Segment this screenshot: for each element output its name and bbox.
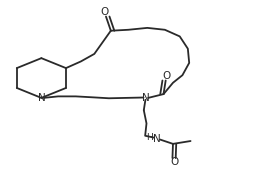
Text: O: O — [162, 71, 170, 81]
Text: N: N — [142, 93, 150, 103]
Text: N: N — [153, 134, 161, 144]
Text: N: N — [37, 93, 45, 103]
Text: O: O — [100, 7, 109, 17]
Text: H: H — [146, 132, 153, 142]
Text: O: O — [170, 157, 178, 167]
